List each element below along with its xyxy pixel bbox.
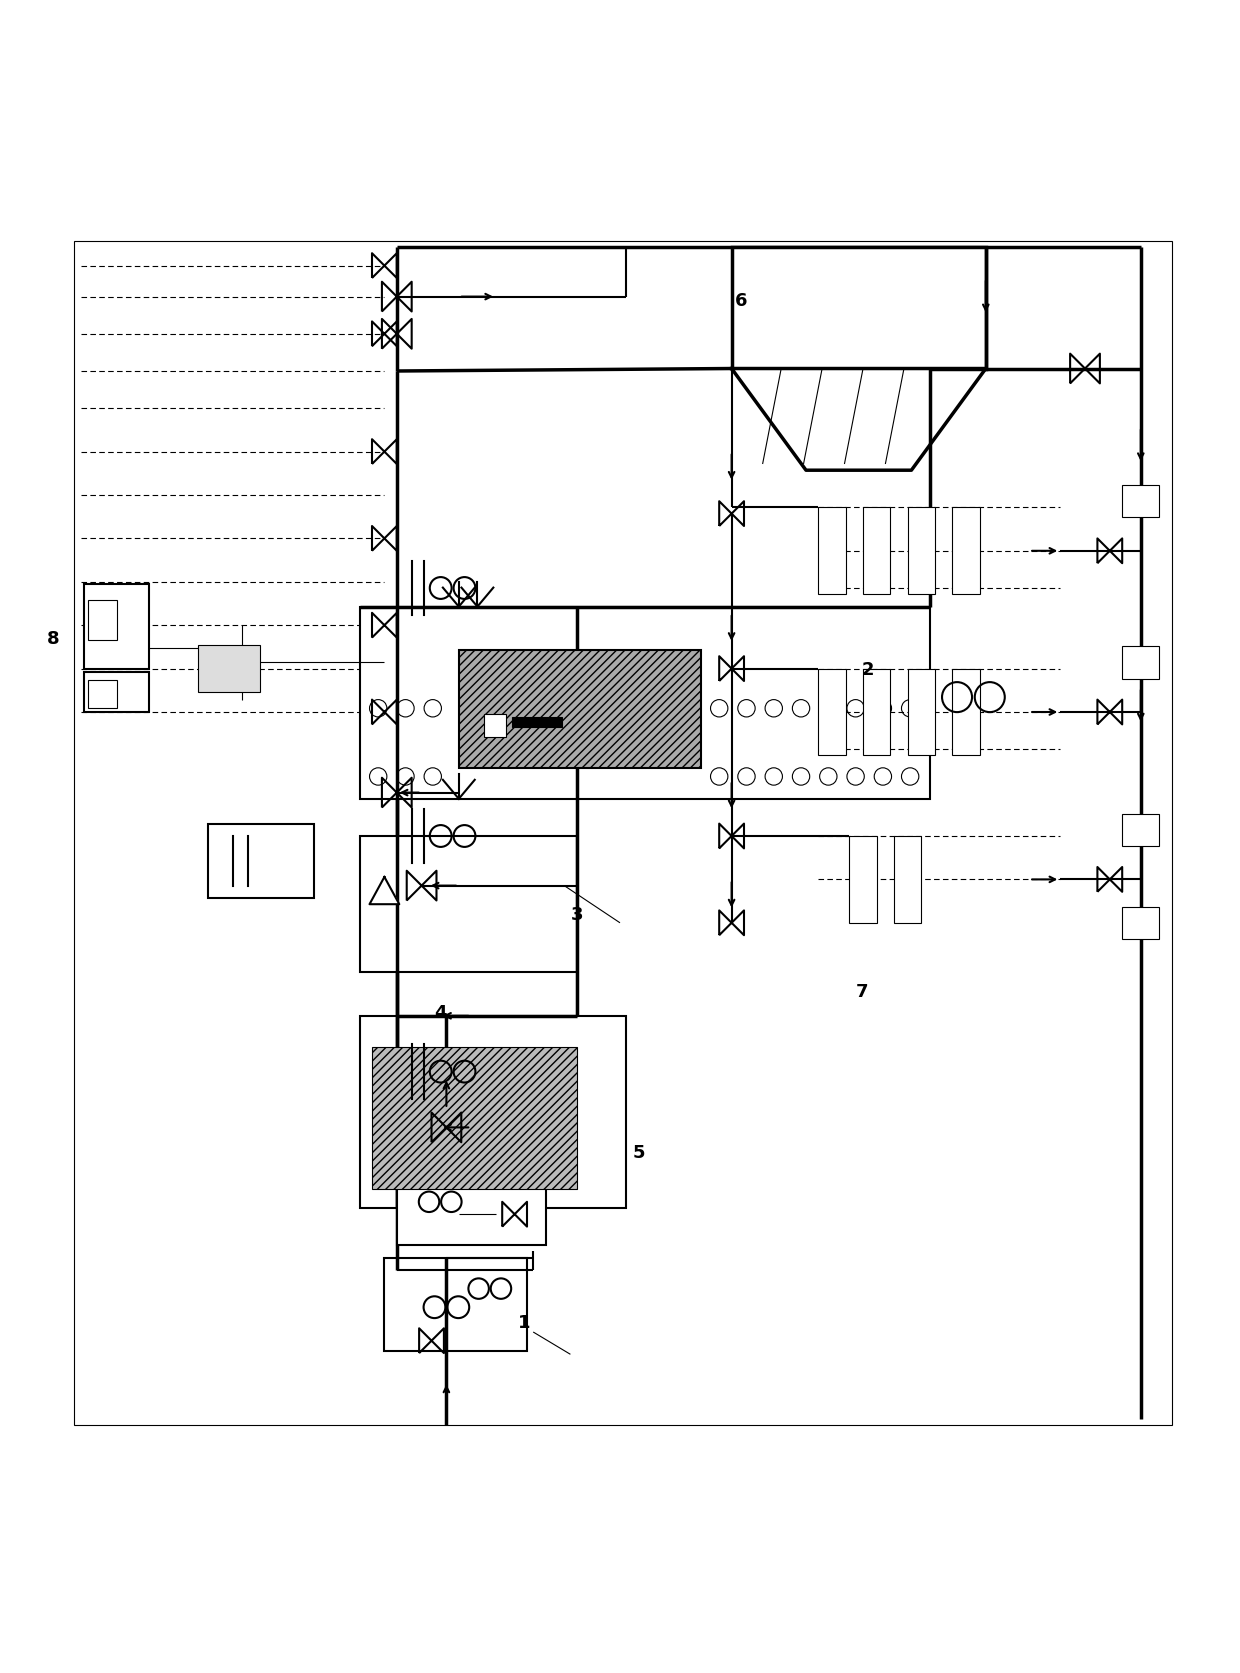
Bar	[952, 669, 980, 756]
Bar	[84, 673, 149, 713]
Bar	[1122, 485, 1159, 519]
Bar	[863, 669, 890, 756]
Bar	[908, 669, 935, 756]
Bar	[908, 509, 935, 596]
Bar	[372, 1047, 577, 1190]
Bar	[360, 836, 577, 972]
Bar	[952, 509, 980, 596]
Bar	[397, 1128, 546, 1245]
Bar	[863, 509, 890, 596]
Text: 1: 1	[518, 1313, 531, 1332]
Bar	[484, 714, 506, 738]
Text: 7: 7	[856, 982, 868, 1000]
Bar	[459, 651, 701, 768]
Polygon shape	[370, 877, 399, 905]
Bar	[818, 669, 846, 756]
Text: 8: 8	[47, 629, 60, 647]
Bar	[360, 607, 930, 800]
Text: 2: 2	[862, 661, 874, 678]
Bar	[84, 586, 149, 669]
Bar	[1122, 815, 1159, 847]
Polygon shape	[732, 370, 986, 470]
Bar	[88, 681, 117, 709]
Bar	[208, 825, 314, 898]
Bar	[198, 646, 260, 693]
Bar	[384, 1258, 527, 1350]
Bar	[732, 248, 986, 370]
Bar	[1122, 647, 1159, 679]
Text: 5: 5	[632, 1144, 645, 1161]
Bar	[1122, 907, 1159, 939]
Bar	[849, 836, 877, 923]
Bar	[512, 718, 562, 728]
Bar	[894, 836, 921, 923]
Text: 4: 4	[434, 1004, 446, 1022]
Bar	[360, 1016, 626, 1208]
Text: 6: 6	[735, 293, 748, 310]
Bar	[818, 509, 846, 596]
Bar	[74, 241, 1172, 1425]
Bar	[88, 601, 117, 641]
Text: 3: 3	[570, 905, 583, 923]
